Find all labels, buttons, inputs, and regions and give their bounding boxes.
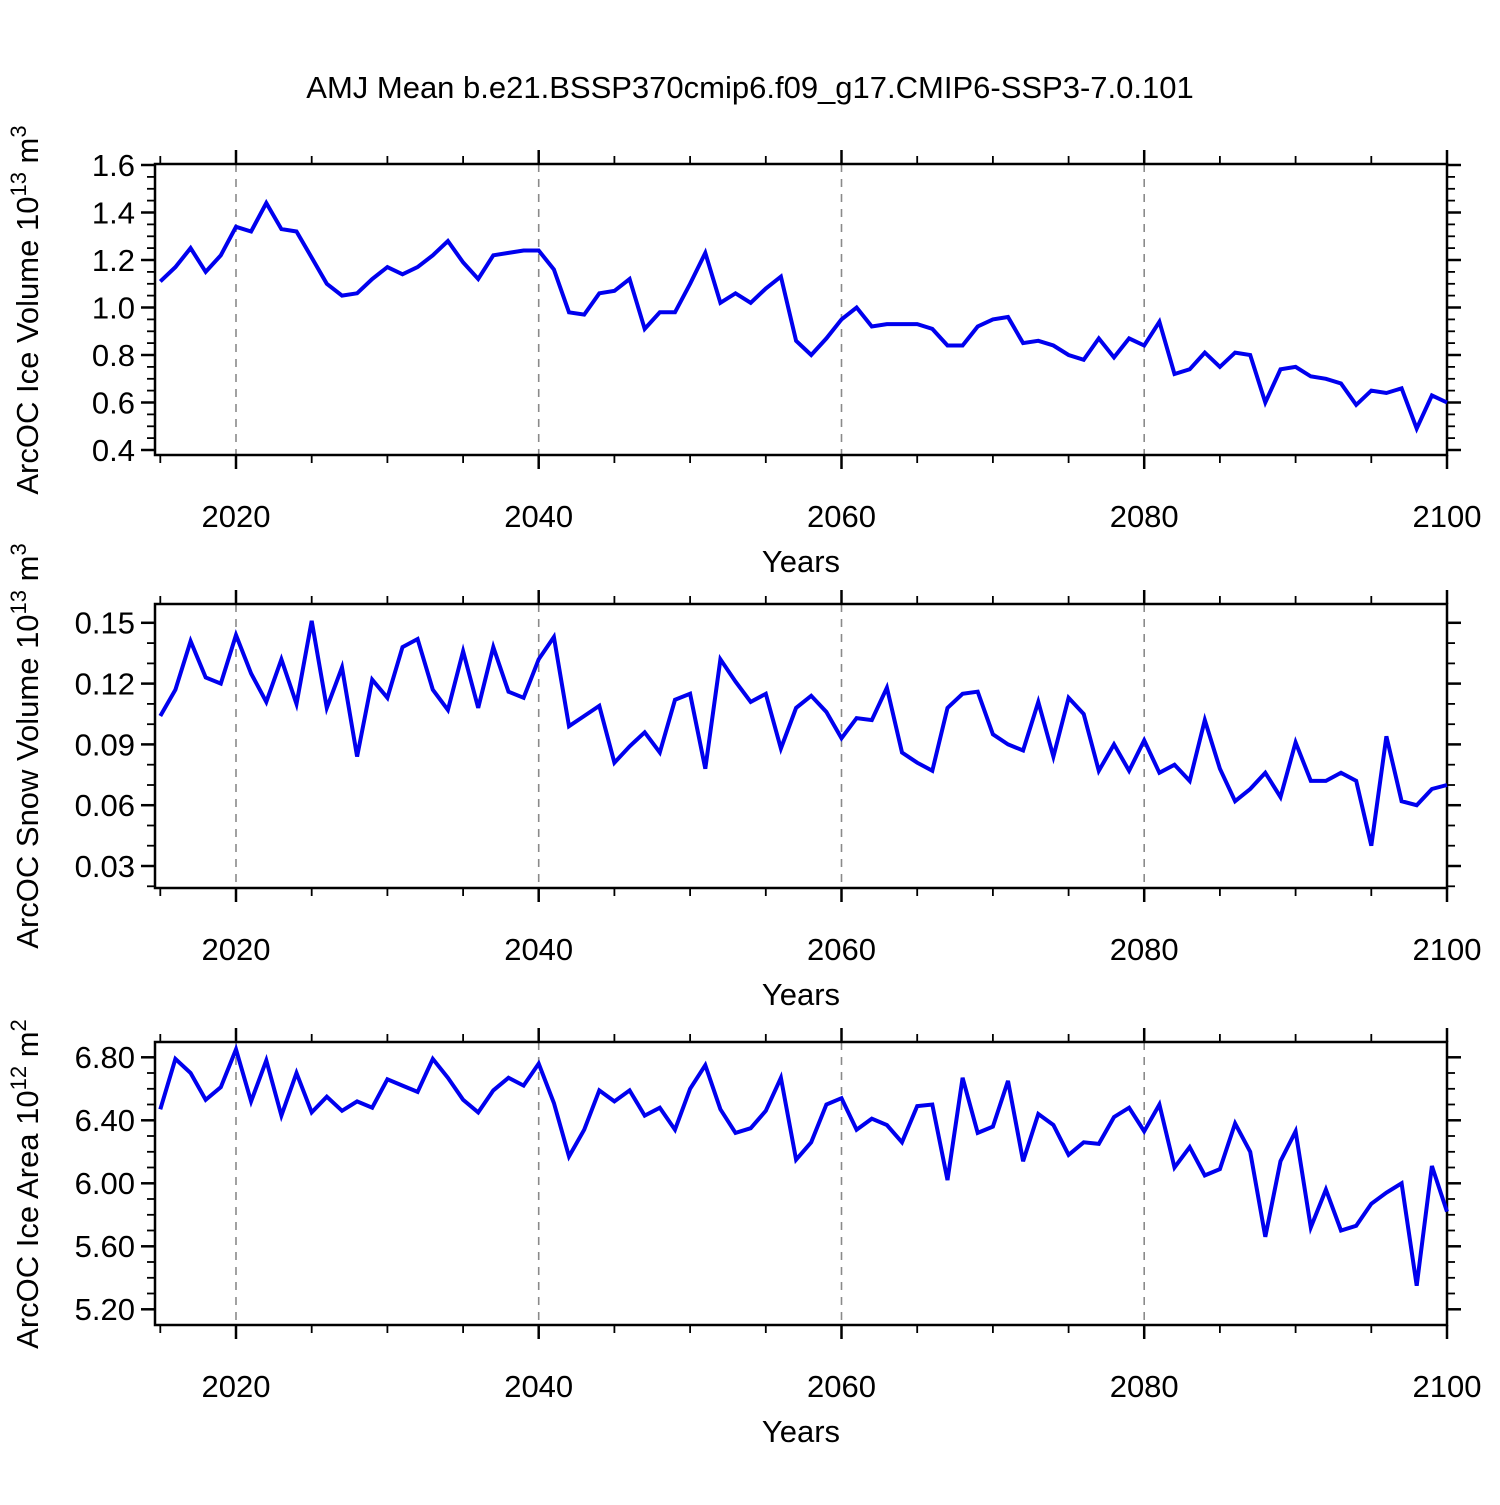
panel-ice-volume-x-tick-label: 2040 (504, 499, 573, 534)
panel-snow-volume-x-tick-label: 2100 (1413, 932, 1482, 967)
ice-area-line (158, 1043, 1449, 1286)
panel-ice-area-frame (153, 1040, 1449, 1327)
panel-snow-volume-y-tick-label: 0.06 (75, 788, 135, 823)
panel-ice-volume-y-tick-label: 0.8 (92, 338, 135, 373)
page-title: AMJ Mean b.e21.BSSP370cmip6.f09_g17.CMIP… (306, 70, 1194, 105)
ice-volume-line (158, 198, 1448, 434)
panel-ice-area-y-tick-label: 6.40 (75, 1103, 135, 1138)
panel-ice-volume-y-tick-label: 1.6 (92, 148, 135, 183)
panel-ice-area-y-tick-label: 6.80 (75, 1040, 135, 1075)
panel-ice-volume-frame (153, 162, 1449, 457)
panel-ice-area-x-tick-label: 2060 (807, 1369, 876, 1404)
panel-ice-volume-y-tick-label: 1.2 (92, 243, 135, 278)
panel-ice-volume-y-tick-label: 1.4 (92, 195, 135, 230)
panel-ice-area-x-axis-title: Years (762, 1414, 840, 1449)
panel-ice-area-y-tick-label: 5.60 (75, 1229, 135, 1264)
panel-ice-area-x-tick-label: 2020 (202, 1369, 271, 1404)
panel-ice-volume-x-tick-label: 2020 (202, 499, 271, 534)
panel-ice-area-x-tick-label: 2100 (1413, 1369, 1482, 1404)
panel-ice-area-y-tick-label: 6.00 (75, 1166, 135, 1201)
panel-ice-area-x-tick-label: 2040 (504, 1369, 573, 1404)
panel-snow-volume-y-axis-title: ArcOC Snow Volume 1013 m3 (6, 543, 45, 948)
panel-ice-volume-y-tick-label: 0.4 (92, 433, 135, 468)
panel-snow-volume-y-tick-label: 0.15 (75, 606, 135, 641)
snow-volume-line (158, 620, 1448, 847)
panel-snow-volume-x-tick-label: 2020 (202, 932, 271, 967)
panel-snow-volume-y-tick-label: 0.09 (75, 727, 135, 762)
panel-snow-volume-x-tick-label: 2060 (807, 932, 876, 967)
panel-ice-volume-x-tick-label: 2080 (1110, 499, 1179, 534)
panel-snow-volume-frame (153, 602, 1449, 890)
panel-ice-area-x-tick-label: 2080 (1110, 1369, 1179, 1404)
panel-ice-volume-x-tick-label: 2100 (1413, 499, 1482, 534)
panel-ice-area-y-axis-title: ArcOC Ice Area 1012 m2 (6, 1019, 45, 1349)
panel-snow-volume-x-axis-title: Years (762, 977, 840, 1012)
panel-ice-volume-x-tick-label: 2060 (807, 499, 876, 534)
panel-ice-area-y-tick-label: 5.20 (75, 1292, 135, 1327)
panel-ice-volume-y-tick-label: 0.6 (92, 385, 135, 420)
panel-snow-volume-y-tick-label: 0.12 (75, 666, 135, 701)
panel-snow-volume-x-tick-label: 2080 (1110, 932, 1179, 967)
panel-snow-volume-x-tick-label: 2040 (504, 932, 573, 967)
panel-ice-volume-y-axis-title: ArcOC Ice Volume 1013 m3 (6, 125, 45, 494)
panel-ice-volume-y-tick-label: 1.0 (92, 290, 135, 325)
panel-ice-volume-x-axis-title: Years (762, 544, 840, 579)
panel-snow-volume-y-tick-label: 0.03 (75, 849, 135, 884)
